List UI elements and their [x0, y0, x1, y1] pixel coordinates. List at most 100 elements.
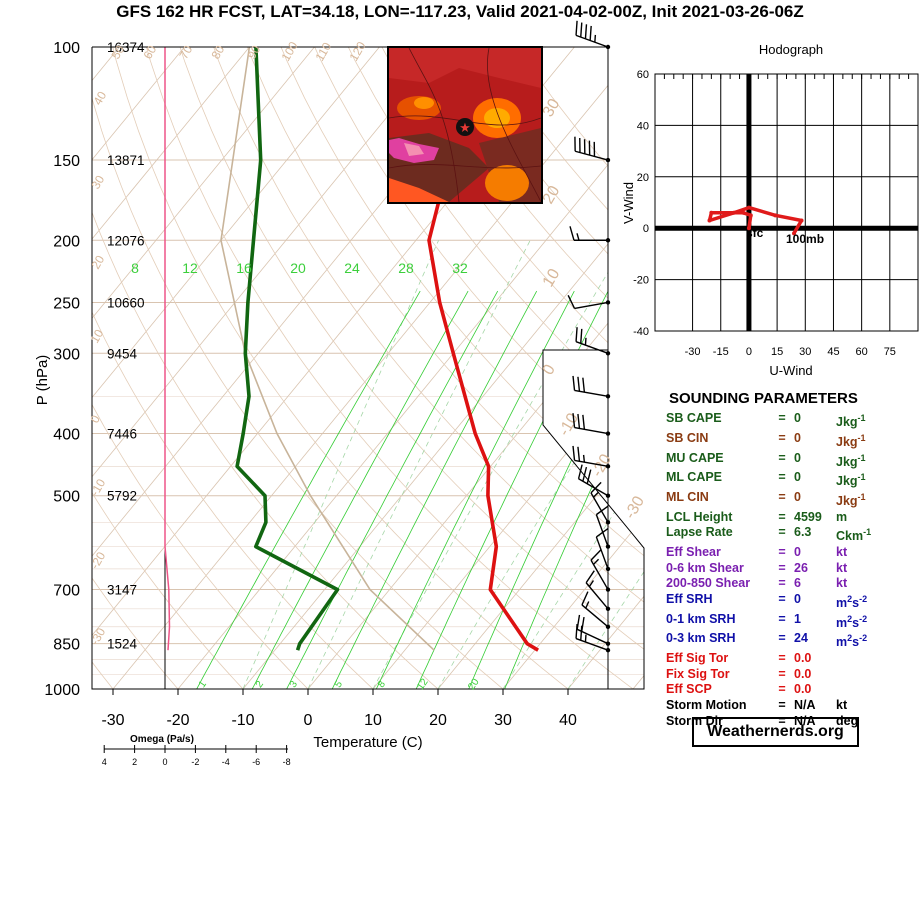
isotherm-line	[491, 47, 644, 689]
wind-barb-halfflag	[592, 491, 600, 498]
dry-adiabat-line	[105, 47, 586, 689]
wind-barb-flag	[589, 25, 592, 41]
dry-adiabat-line	[92, 47, 191, 689]
wind-barb-flag	[582, 414, 586, 430]
mixing-ratio-line	[251, 290, 469, 689]
param-unit	[836, 667, 896, 683]
wind-barb-flag	[590, 481, 602, 494]
height-label: 9454	[107, 346, 138, 361]
dry-adiabat-line	[92, 47, 323, 689]
param-unit-exponent: -1	[857, 472, 866, 483]
dry-adiabat-line	[268, 47, 644, 689]
param-unit-base: Jkg	[836, 494, 858, 509]
param-row: ML CIN = 0 Jkg-1	[666, 490, 916, 510]
wind-barb-shaft	[581, 604, 609, 628]
param-unit-base: kt	[836, 576, 848, 591]
param-row: 0-3 km SRH = 24 m2s-2	[666, 631, 916, 651]
hodo-x-tick-label: 0	[746, 346, 752, 358]
params-table: SB CAPE = 0 Jkg-1 SB CIN = 0 Jkg-1 MU CAPE = 0 Jkg-…	[666, 411, 916, 729]
wind-barb-shaft	[574, 150, 609, 161]
param-label: Eff Sig Tor	[666, 651, 729, 666]
isotherm-line	[92, 47, 339, 689]
param-row: 0-6 km Shear = 26 kt	[666, 561, 916, 577]
param-value: 24	[794, 631, 808, 646]
dry-adiabat-label: 30	[88, 173, 107, 192]
x-axis-label: Temperature (C)	[313, 734, 422, 751]
pressure-tick-label: 850	[53, 637, 80, 654]
wind-barb-shaft	[574, 389, 609, 397]
param-row: Lapse Rate = 6.3 Ckm-1	[666, 525, 916, 545]
param-equals: =	[778, 591, 786, 606]
mixing-ratio-line	[286, 290, 499, 689]
wind-barb-flag	[572, 375, 576, 391]
height-label: 16374	[107, 40, 145, 55]
param-row: Eff Sig Tor = 0.0	[666, 651, 916, 667]
hodo-x-tick-label: 45	[827, 346, 839, 358]
param-equals: =	[778, 430, 786, 445]
param-label: Lapse Rate	[666, 525, 733, 540]
param-row: ML CAPE = 0 Jkg-1	[666, 470, 916, 490]
param-row: SB CAPE = 0 Jkg-1	[666, 411, 916, 431]
param-row: Eff SCP = 0.0	[666, 682, 916, 698]
pressure-tick-label: 300	[53, 346, 80, 363]
site-credit: Weathernerds.org	[692, 717, 859, 747]
param-equals: =	[778, 490, 786, 504]
param-row: Fix Sig Tor = 0.0	[666, 667, 916, 683]
pressure-tick-label: 700	[53, 583, 80, 600]
mixing-ratio-line	[331, 290, 538, 689]
temperature-trace	[427, 47, 540, 652]
param-unit-exponent: 2	[847, 593, 853, 604]
parcel-trace	[220, 47, 435, 651]
param-label: Fix Sig Tor	[666, 666, 730, 681]
param-label: Storm Motion	[666, 697, 747, 712]
param-equals: =	[778, 560, 786, 575]
x-tick-label: 20	[429, 712, 447, 729]
param-unit-base: Jkg	[836, 474, 858, 489]
mixing-ratio-label: 24	[344, 260, 360, 276]
dry-adiabat-label: 70	[176, 43, 195, 62]
hodograph-point	[707, 218, 712, 223]
omega-tick-label: 2	[132, 757, 137, 767]
dry-adiabat-label: 20	[540, 183, 564, 207]
param-label: MU CAPE	[666, 450, 724, 465]
param-unit-exponent: -2	[859, 593, 868, 604]
mixing-ratio-bottom-label: 8	[376, 679, 388, 690]
mixing-ratio-bottom-label: 1	[197, 679, 209, 690]
dry-adiabat-label: 80	[208, 43, 227, 62]
param-unit-base: Ckm	[836, 529, 864, 544]
wind-barb-shaft	[575, 34, 609, 48]
omega-trace	[164, 47, 171, 651]
dry-adiabat-line	[92, 47, 454, 689]
param-label: SB CIN	[666, 430, 709, 445]
wind-barb-halfflag	[584, 337, 587, 346]
hodo-x-axis-label: U-Wind	[769, 363, 812, 378]
param-label: SB CAPE	[666, 411, 722, 425]
param-value: N/A	[794, 697, 816, 712]
param-unit: Ckm-1	[836, 525, 896, 545]
hodograph-point	[731, 210, 736, 215]
wind-barb-flag	[577, 413, 581, 429]
hodograph-trace	[707, 205, 804, 235]
param-unit-second: s	[852, 635, 860, 650]
hodograph-title: Hodograph	[759, 42, 823, 57]
x-tick-label: 40	[559, 712, 577, 729]
param-label: Eff SRH	[666, 591, 713, 606]
dewpoint-trace	[235, 47, 340, 651]
param-unit-base: Jkg	[836, 415, 858, 430]
dry-adiabat-line	[235, 47, 644, 689]
wind-barb-flag	[577, 446, 581, 462]
wind-barb-shaft	[590, 559, 609, 590]
param-unit-exponent: -1	[857, 452, 866, 463]
param-unit-base: kt	[836, 560, 848, 575]
param-equals: =	[778, 697, 786, 712]
pressure-tick-label: 100	[53, 40, 80, 57]
hodo-sfc-label: sfc	[746, 226, 764, 240]
param-value: 0	[794, 450, 801, 465]
mixing-ratio-label: 12	[182, 260, 198, 276]
dry-adiabat-label: 90	[244, 43, 263, 62]
param-value: 6.3	[794, 525, 812, 540]
param-unit-base: kt	[836, 545, 848, 560]
param-value: 1	[794, 611, 801, 626]
param-equals: =	[778, 470, 786, 485]
wind-barb-flag	[582, 377, 586, 393]
